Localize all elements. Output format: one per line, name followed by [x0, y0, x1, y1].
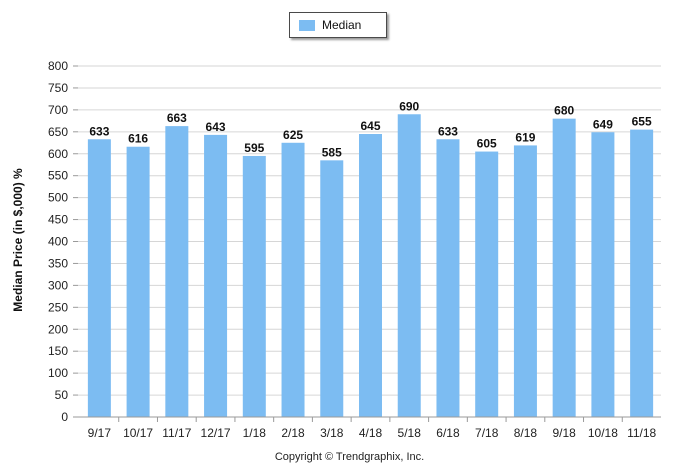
y-tick-label: 600 [48, 147, 68, 161]
x-tick-label: 5/18 [398, 426, 422, 440]
bar [436, 139, 460, 418]
x-tick-label: 10/18 [588, 426, 618, 440]
x-tick-label: 2/18 [281, 426, 305, 440]
y-tick-label: 100 [48, 366, 68, 380]
y-tick-label: 350 [48, 256, 68, 270]
x-tick-label: 4/18 [359, 426, 383, 440]
y-tick-label: 400 [48, 235, 68, 249]
x-tick-label: 11/18 [627, 426, 656, 440]
bar [359, 134, 382, 417]
x-tick-label: 11/17 [162, 426, 191, 440]
y-tick-label: 800 [48, 59, 68, 73]
bar [165, 126, 189, 417]
bar [320, 160, 344, 418]
y-tick-label: 650 [48, 125, 68, 139]
bar [552, 118, 576, 418]
y-tick-label: 0 [61, 410, 68, 424]
bar [513, 145, 537, 417]
y-axis-title: Median Price (in $,000) % [11, 168, 25, 312]
y-axis-ticks: 0 50 100 150 200 250 300 350 400 450 500 550 600 650 7… [48, 59, 78, 424]
bar [242, 155, 266, 417]
y-tick-label: 250 [48, 300, 68, 314]
y-tick-label: 450 [48, 213, 68, 227]
y-tick-label: 500 [48, 191, 68, 205]
x-tick-label: 7/18 [475, 426, 499, 440]
data-label: 625 [283, 128, 303, 142]
data-label: 643 [206, 120, 226, 134]
legend-label-median: Median [322, 18, 362, 32]
x-tick-label: 3/18 [320, 426, 344, 440]
legend: Median [289, 12, 387, 38]
x-tick-label: 8/18 [514, 426, 538, 440]
data-label: 655 [632, 115, 652, 129]
data-labels: 633 616 663 643 595 625 585 645 690 633 605 619 680 6… [89, 99, 652, 159]
bar [87, 139, 111, 418]
bar [126, 146, 150, 418]
data-label: 690 [399, 99, 419, 113]
data-label: 649 [593, 117, 613, 131]
x-tick-label: 10/17 [123, 426, 153, 440]
data-label: 645 [360, 119, 380, 133]
bar [281, 142, 305, 417]
y-tick-label: 50 [55, 388, 69, 402]
x-axis-ticks: 9/17 10/17 11/17 12/17 1/18 2/18 3/18 4/18 5/18 6… [88, 417, 657, 440]
data-label: 619 [515, 130, 535, 144]
x-tick-label: 12/17 [201, 426, 231, 440]
data-label: 680 [554, 104, 574, 118]
copyright-footer: Copyright © Trendgraphix, Inc. [274, 451, 425, 463]
data-label: 616 [128, 132, 148, 146]
y-tick-label: 700 [48, 103, 68, 117]
data-label: 633 [438, 124, 458, 138]
y-tick-label: 150 [48, 344, 68, 358]
bar [591, 132, 615, 417]
y-tick-label: 750 [48, 81, 68, 95]
y-tick-label: 550 [48, 169, 68, 183]
x-tick-label: 1/18 [243, 426, 267, 440]
y-tick-label: 200 [48, 322, 68, 336]
bar [204, 134, 228, 418]
data-label: 663 [167, 111, 187, 125]
data-label: 595 [244, 141, 264, 155]
bar [397, 114, 421, 417]
bars [87, 114, 654, 418]
y-tick-label: 300 [48, 278, 68, 292]
bar [475, 151, 499, 417]
bar [630, 129, 654, 417]
data-label: 585 [322, 145, 342, 159]
data-label: 605 [477, 137, 497, 151]
legend-swatch-median [299, 20, 315, 31]
x-tick-label: 6/18 [436, 426, 460, 440]
data-label: 633 [89, 124, 109, 138]
x-tick-label: 9/17 [88, 426, 112, 440]
x-tick-label: 9/18 [552, 426, 576, 440]
